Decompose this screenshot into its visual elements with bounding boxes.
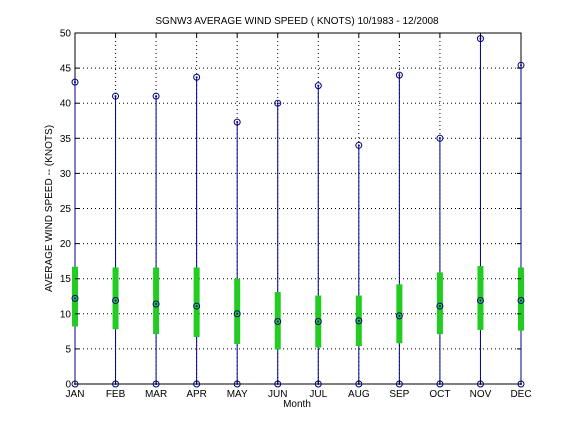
x-tick-label-mar: MAR xyxy=(145,389,167,400)
mean-marker-feb xyxy=(112,296,120,304)
mean-marker-apr xyxy=(193,302,201,310)
x-tick-label-jun: JUN xyxy=(268,389,287,400)
plot-area-frame xyxy=(74,32,522,385)
y-tick-label: 10 xyxy=(60,309,72,320)
mean-dot-aug xyxy=(357,319,360,322)
mean-dot-nov xyxy=(479,299,482,302)
y-tick-label: 15 xyxy=(60,274,72,285)
max-marker-mar xyxy=(152,92,160,100)
mean-marker-mar xyxy=(152,300,160,308)
mean-marker-jan xyxy=(71,294,79,302)
max-dot-may xyxy=(236,121,239,124)
y-tick-label: 25 xyxy=(60,204,72,215)
y-tick-label: 40 xyxy=(60,99,72,110)
x-tick-label-aug: AUG xyxy=(348,389,370,400)
y-tick-label: 45 xyxy=(60,64,72,75)
mean-dot-apr xyxy=(195,305,198,308)
max-marker-aug xyxy=(355,141,363,149)
box-may xyxy=(234,278,241,344)
max-dot-mar xyxy=(155,95,158,98)
box-nov xyxy=(477,266,484,330)
box-dec xyxy=(518,267,524,331)
mean-marker-dec xyxy=(517,296,525,304)
mean-marker-jun xyxy=(274,318,282,326)
mean-marker-oct xyxy=(436,302,444,310)
max-dot-feb xyxy=(114,95,117,98)
max-dot-aug xyxy=(357,144,360,147)
y-tick-label: 50 xyxy=(60,29,72,40)
max-dot-dec xyxy=(520,64,522,67)
mean-marker-nov xyxy=(476,296,484,304)
mean-marker-may xyxy=(233,310,241,318)
mean-dot-jul xyxy=(317,320,320,323)
x-tick-label-sep: SEP xyxy=(389,389,409,400)
mean-marker-sep xyxy=(395,312,403,320)
mean-dot-dec xyxy=(520,299,522,302)
max-marker-oct xyxy=(436,134,444,142)
mean-dot-jan xyxy=(74,297,76,300)
max-marker-may xyxy=(233,118,241,126)
max-marker-jun xyxy=(274,99,282,107)
max-dot-jul xyxy=(317,84,320,87)
data-marks xyxy=(71,35,525,388)
grid-lines xyxy=(75,33,521,384)
mean-dot-mar xyxy=(155,302,158,305)
x-tick-label-oct: OCT xyxy=(429,389,450,400)
y-tick-label: 5 xyxy=(65,344,71,355)
y-tick-label: 20 xyxy=(60,239,72,250)
max-dot-jan xyxy=(74,81,76,84)
x-tick-label-jul: JUL xyxy=(309,389,327,400)
max-marker-jan xyxy=(71,78,79,86)
max-marker-sep xyxy=(395,71,403,79)
max-marker-feb xyxy=(112,92,120,100)
axis-ticks: 0 5 10 15 20 25 30 35 40 45 50 JAN FEB MAR APR MAY JUN JU… xyxy=(60,29,532,401)
mean-marker-aug xyxy=(355,317,363,325)
max-dot-apr xyxy=(195,76,198,79)
max-marker-jul xyxy=(314,82,322,90)
max-dot-sep xyxy=(398,74,401,77)
mean-dot-sep xyxy=(398,314,401,317)
x-tick-label-apr: APR xyxy=(186,389,207,400)
max-dot-oct xyxy=(438,137,441,140)
box-feb xyxy=(112,267,119,330)
max-dot-nov xyxy=(479,37,482,40)
max-dot-jun xyxy=(276,102,279,105)
box-sep xyxy=(396,284,403,344)
mean-marker-jul xyxy=(314,318,322,326)
x-axis-label: Month xyxy=(283,399,311,410)
y-tick-label: 35 xyxy=(60,134,72,145)
x-tick-label-may: MAY xyxy=(227,389,248,400)
y-tick-label: 30 xyxy=(60,169,72,180)
y-tick-label: 0 xyxy=(65,380,71,391)
x-tick-label-nov: NOV xyxy=(470,389,492,400)
x-tick-label-feb: FEB xyxy=(106,389,126,400)
y-axis-label: AVERAGE WIND SPEED -- (KNOTS) xyxy=(44,125,55,292)
mean-dot-jun xyxy=(276,320,279,323)
box-jan xyxy=(72,266,78,327)
chart-title: SGNW3 AVERAGE WIND SPEED ( KNOTS) 10/198… xyxy=(155,16,439,27)
x-tick-label-jan: JAN xyxy=(66,389,85,400)
mean-dot-feb xyxy=(114,299,117,302)
box-apr xyxy=(193,267,200,337)
mean-dot-oct xyxy=(438,305,441,308)
mean-dot-may xyxy=(236,312,239,315)
max-marker-apr xyxy=(193,73,201,81)
x-tick-label-dec: DEC xyxy=(510,389,531,400)
